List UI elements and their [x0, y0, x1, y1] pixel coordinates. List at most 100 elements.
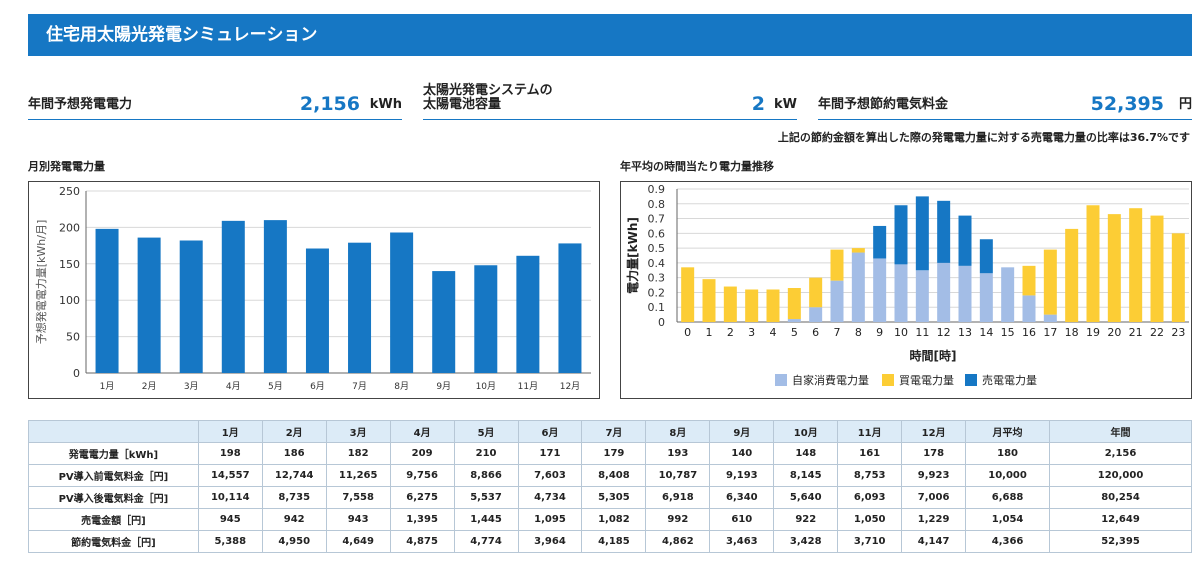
table-cell: 1,095 — [517, 508, 583, 531]
table-cell: 9,193 — [709, 464, 775, 487]
x-tick-label: 11 — [915, 326, 929, 339]
table-cell: 610 — [709, 508, 775, 531]
table-cell: 140 — [709, 442, 775, 465]
x-tick-label: 7月 — [352, 381, 367, 392]
y-tick-label: 200 — [59, 221, 80, 234]
savings-value: 52,395 — [1090, 93, 1164, 115]
capacity-label: 太陽光発電システムの 太陽電池容量 — [423, 84, 553, 112]
table-cell: 120,000 — [1049, 464, 1192, 487]
table-cell: 6,093 — [837, 486, 903, 509]
bar-segment-buy — [1065, 228, 1079, 322]
table-row: 発電電力量［kWh] 198 186 182 209 210 171 179 193 140 148… — [28, 442, 1192, 465]
x-tick-label: 2月 — [142, 381, 157, 392]
bar-segment-buy — [830, 249, 844, 281]
table-header-cell — [28, 420, 199, 443]
table-cell: 4,950 — [261, 530, 327, 553]
x-tick-label: 2 — [727, 326, 734, 339]
x-tick-label: 12 — [937, 326, 951, 339]
table-cell: 10,000 — [965, 464, 1051, 487]
table-cell: 180 — [965, 442, 1051, 465]
table-header-cell: 月平均 — [965, 420, 1051, 443]
table-cell: 8,735 — [261, 486, 327, 509]
table-header-cell: 年間 — [1049, 420, 1192, 443]
bar-segment-self — [937, 262, 951, 322]
table-header-cell: 8月 — [645, 420, 711, 443]
table-cell: 6,688 — [965, 486, 1051, 509]
table-cell: 1,050 — [837, 508, 903, 531]
sell-ratio-note: 上記の節約金額を算出した際の発電電力量に対する売電電力量の比率は36.7%です — [777, 131, 1190, 144]
x-tick-label: 5月 — [268, 381, 283, 392]
bar-segment-buy — [681, 267, 695, 322]
bar-segment-self — [851, 252, 865, 322]
table-cell: 4,185 — [581, 530, 647, 553]
monthly-chart: 0 50 100 150 200 250 1月 2月 3月 4月 5月 6月 7月 8月 9月 10月 11月 1… — [28, 181, 600, 399]
table-cell: 4,366 — [965, 530, 1051, 553]
savings-unit: 円 — [1178, 97, 1192, 112]
table-header-cell: 11月 — [837, 420, 903, 443]
bar-segment-sell — [915, 196, 929, 271]
x-tick-label: 8 — [855, 326, 862, 339]
monthly-bar — [516, 255, 540, 373]
table-row-label: 節約電気料金［円] — [28, 530, 199, 553]
table-row: PV導入後電気料金［円] 10,114 8,735 7,558 6,275 5,537 4,… — [28, 486, 1192, 509]
x-tick-label: 4月 — [226, 381, 241, 392]
y-axis-label: 電力量[kWh] — [625, 217, 640, 294]
table-cell: 8,145 — [773, 464, 839, 487]
table-cell: 12,649 — [1049, 508, 1192, 531]
x-tick-label: 7 — [834, 326, 841, 339]
bar-segment-self — [1022, 295, 1036, 322]
legend-item-self: 自家消費電力量 — [775, 371, 869, 391]
capacity-label-line1: 太陽光発電システムの — [423, 83, 553, 98]
table-cell: 3,428 — [773, 530, 839, 553]
bar-segment-buy — [787, 288, 801, 320]
bar-segment-self — [979, 273, 993, 322]
x-tick-label: 12月 — [560, 381, 580, 392]
table-cell: 922 — [773, 508, 839, 531]
x-tick-label: 4 — [770, 326, 777, 339]
table-header-cell: 6月 — [517, 420, 583, 443]
bar-segment-buy — [1129, 208, 1143, 322]
x-tick-label: 23 — [1171, 326, 1185, 339]
table-header-cell: 10月 — [773, 420, 839, 443]
x-tick-label: 0 — [684, 326, 691, 339]
table-cell: 52,395 — [1049, 530, 1192, 553]
table-header-cell: 3月 — [325, 420, 391, 443]
legend-swatch-self — [775, 374, 787, 386]
x-tick-label: 3 — [748, 326, 755, 339]
table-header-cell: 9月 — [709, 420, 775, 443]
capacity-unit: kW — [774, 97, 797, 112]
table-cell: 148 — [773, 442, 839, 465]
x-tick-label: 19 — [1086, 326, 1100, 339]
capacity-label-line2: 太陽電池容量 — [423, 97, 502, 112]
table-cell: 210 — [453, 442, 519, 465]
x-tick-label: 21 — [1129, 326, 1143, 339]
x-tick-label: 6月 — [310, 381, 325, 392]
y-axis-label: 予想発電電力量[kWh/月] — [34, 220, 48, 345]
hourly-chart-svg: 00.10.20.30.40.50.60.70.80.90 1 2 3 4 5 6 7 8 9 10… — [625, 183, 1189, 363]
bar-segment-self — [894, 264, 908, 322]
bar-segment-self — [787, 319, 801, 322]
table-header-row: 1月 2月 3月 4月 5月 6月 7月 8月 9月 10月 11月 12月 月… — [28, 420, 1192, 443]
table-cell: 7,006 — [901, 486, 967, 509]
bar-segment-sell — [894, 205, 908, 265]
monthly-bar — [348, 242, 372, 373]
x-tick-label: 1 — [706, 326, 713, 339]
monthly-bar — [305, 248, 329, 373]
table-cell: 8,408 — [581, 464, 647, 487]
bar-segment-sell — [937, 200, 951, 263]
y-tick-label: 0.8 — [648, 198, 666, 211]
bar-segment-buy — [745, 289, 759, 322]
table-row-label: 発電電力量［kWh] — [28, 442, 199, 465]
x-tick-label: 3月 — [184, 381, 199, 392]
table-cell: 186 — [261, 442, 327, 465]
bar-segment-buy — [1022, 265, 1036, 296]
y-tick-label: 150 — [59, 258, 80, 271]
y-tick-label: 0.3 — [648, 272, 666, 285]
capacity-kpi: 太陽光発電システムの 太陽電池容量 2 kW — [423, 82, 797, 120]
legend-swatch-sell — [965, 374, 977, 386]
x-tick-label: 18 — [1065, 326, 1079, 339]
monthly-bar — [179, 240, 203, 373]
bar-segment-buy — [1086, 205, 1100, 322]
y-tick-label: 0.4 — [648, 257, 666, 270]
table-header-cell: 12月 — [901, 420, 967, 443]
